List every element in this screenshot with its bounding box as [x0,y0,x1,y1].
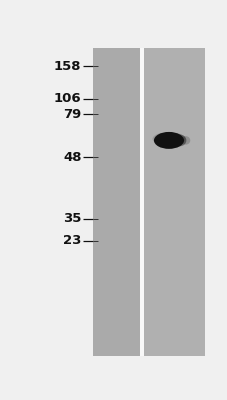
Ellipse shape [152,132,185,146]
Ellipse shape [155,134,181,147]
Text: 35: 35 [63,212,81,226]
Bar [93,48,139,356]
Text: 48: 48 [63,151,81,164]
Text: 158: 158 [54,60,81,73]
Ellipse shape [153,132,183,149]
Ellipse shape [172,134,185,146]
Text: 79: 79 [63,108,81,121]
Text: 106: 106 [54,92,81,105]
Bar [139,48,143,356]
Bar [143,48,204,356]
Ellipse shape [161,137,175,144]
Ellipse shape [180,136,190,145]
Text: 23: 23 [63,234,81,247]
Ellipse shape [158,135,178,146]
